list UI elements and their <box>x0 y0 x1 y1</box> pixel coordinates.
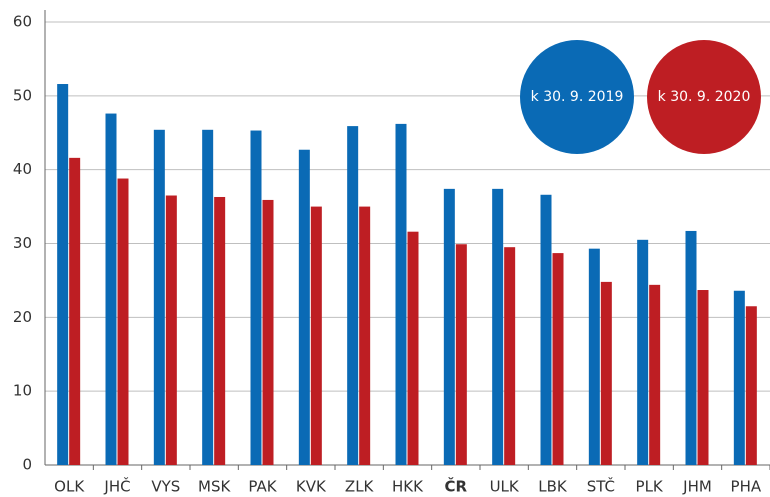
bar <box>262 199 274 465</box>
bar <box>202 129 214 465</box>
bar <box>733 290 745 465</box>
legend-marker <box>647 40 761 154</box>
bar <box>298 149 310 465</box>
bar <box>407 231 419 465</box>
bar <box>492 188 504 465</box>
x-tick-label: PAK <box>248 478 277 496</box>
x-tick-label: MSK <box>198 478 231 496</box>
x-tick-label: JHM <box>682 478 712 496</box>
bar <box>117 178 129 465</box>
bar <box>455 244 467 465</box>
x-tick-label: ZLK <box>345 478 375 496</box>
bar <box>250 130 262 465</box>
x-tick-label: STČ <box>587 477 615 496</box>
bar <box>214 196 226 466</box>
x-tick-label: LBK <box>538 478 568 496</box>
bar <box>552 253 564 465</box>
bar <box>69 157 81 465</box>
legend-label: k 30. 9. 2019 <box>531 89 624 105</box>
y-tick-label: 30 <box>13 234 32 252</box>
x-tick-label: HKK <box>392 478 424 496</box>
bar <box>697 290 709 465</box>
x-tick-label: KVK <box>296 478 327 496</box>
bar <box>649 284 661 465</box>
bar <box>745 306 757 465</box>
x-tick-label: OLK <box>54 478 85 496</box>
bar <box>105 113 117 465</box>
bar <box>359 206 371 466</box>
x-tick-label: VYS <box>151 478 180 496</box>
bar <box>588 248 600 465</box>
legend-marker <box>520 40 634 154</box>
bar <box>540 194 552 465</box>
x-tick-label: JHČ <box>103 477 130 496</box>
bar <box>600 281 612 465</box>
bar <box>504 247 516 465</box>
y-tick-label: 20 <box>13 308 32 326</box>
y-tick-label: 60 <box>13 13 32 31</box>
x-tick-label: ULK <box>490 478 520 496</box>
x-tick-label: ČR <box>445 477 468 496</box>
y-tick-label: 50 <box>13 86 32 104</box>
y-tick-label: 40 <box>13 160 32 178</box>
bar <box>443 188 455 465</box>
x-tick-label: PHA <box>731 478 762 496</box>
bar <box>57 84 69 466</box>
bar <box>637 239 649 465</box>
bar <box>395 123 407 465</box>
bar <box>347 126 359 465</box>
bar <box>685 230 697 465</box>
bar <box>165 195 177 465</box>
bar <box>310 206 322 466</box>
bar <box>153 129 165 465</box>
legend-label: k 30. 9. 2020 <box>658 89 751 105</box>
y-tick-label: 0 <box>22 456 32 474</box>
y-tick-label: 10 <box>13 382 32 400</box>
x-tick-label: PLK <box>636 478 664 496</box>
